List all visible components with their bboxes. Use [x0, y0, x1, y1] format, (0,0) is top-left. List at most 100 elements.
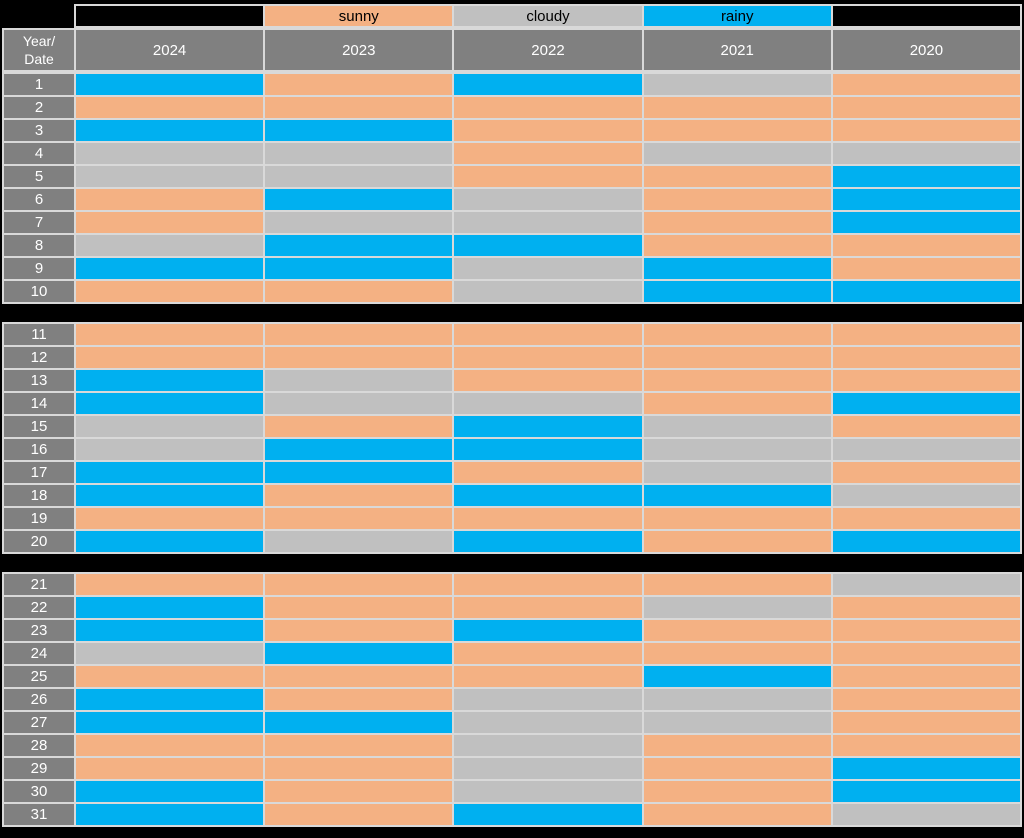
legend-cells: sunny cloudy rainy: [74, 4, 1022, 28]
rows-block-dates-11-20: 11 12 13 14 15 16 17 18 19 20: [2, 322, 1022, 554]
weather-cell-2020-5-rainy: [832, 166, 1020, 187]
weather-cell-2020-7-rainy: [832, 212, 1020, 233]
weather-cell-2020-9-sunny: [832, 258, 1020, 279]
weather-cell-2024-19-sunny: [76, 508, 264, 529]
legend-row: sunny cloudy rainy: [2, 4, 1022, 28]
weather-cell-2023-22-sunny: [265, 597, 453, 618]
weather-cell-2022-4-sunny: [454, 143, 642, 164]
weather-cell-2020-11-sunny: [832, 324, 1020, 345]
weather-cell-2023-6-rainy: [265, 189, 453, 210]
weather-cell-2023-8-rainy: [265, 235, 453, 256]
weather-cell-2020-22-sunny: [832, 597, 1020, 618]
weather-cell-2024-7-sunny: [76, 212, 264, 233]
weather-cell-2021-4-cloudy: [643, 143, 831, 164]
weather-cell-2022-6-cloudy: [454, 189, 642, 210]
weather-cell-2023-23-sunny: [265, 620, 453, 641]
weather-cell-2023-3-rainy: [265, 120, 453, 141]
weather-cell-2021-27-cloudy: [643, 712, 831, 733]
weather-cell-2022-5-sunny: [454, 166, 642, 187]
weather-cell-2021-11-sunny: [643, 324, 831, 345]
weather-cell-2023-9-rainy: [265, 258, 453, 279]
weather-cell-2021-3-sunny: [643, 120, 831, 141]
weather-cell-2022-31-rainy: [454, 804, 642, 825]
weather-cell-2024-10-sunny: [76, 281, 264, 302]
date-label-4: 4: [4, 143, 74, 164]
weather-cell-2023-28-sunny: [265, 735, 453, 756]
weather-cell-2020-14-rainy: [832, 393, 1020, 414]
weather-cell-2023-29-sunny: [265, 758, 453, 779]
weather-cell-2024-9-rainy: [76, 258, 264, 279]
weather-cell-2022-26-cloudy: [454, 689, 642, 710]
weather-cell-2022-10-cloudy: [454, 281, 642, 302]
weather-cell-2022-15-rainy: [454, 416, 642, 437]
weather-cell-2023-18-sunny: [265, 485, 453, 506]
legend-item-cloudy: cloudy: [454, 6, 642, 26]
weather-cell-2023-2-sunny: [265, 97, 453, 118]
weather-cell-2022-16-rainy: [454, 439, 642, 460]
legend-item-blank-right: [832, 6, 1020, 26]
weather-cell-2020-15-sunny: [832, 416, 1020, 437]
weather-cell-2020-29-rainy: [832, 758, 1020, 779]
date-label-23: 23: [4, 620, 74, 641]
weather-cell-2022-29-cloudy: [454, 758, 642, 779]
weather-cell-2021-16-cloudy: [643, 439, 831, 460]
date-label-14: 14: [4, 393, 74, 414]
weather-cell-2022-7-cloudy: [454, 212, 642, 233]
weather-cell-2023-16-rainy: [265, 439, 453, 460]
date-label-21: 21: [4, 574, 74, 595]
weather-cell-2020-8-sunny: [832, 235, 1020, 256]
weather-cell-2020-4-cloudy: [832, 143, 1020, 164]
weather-cell-2021-30-sunny: [643, 781, 831, 802]
weather-cell-2020-6-rainy: [832, 189, 1020, 210]
year-header-2024: 2024: [76, 30, 264, 70]
weather-cell-2023-5-cloudy: [265, 166, 453, 187]
year-header-2022: 2022: [454, 30, 642, 70]
date-label-27: 27: [4, 712, 74, 733]
weather-cell-2023-4-cloudy: [265, 143, 453, 164]
weather-cell-2022-21-sunny: [454, 574, 642, 595]
rows-block-dates-21-31: 21 22 23 24 25 26 27 28 29 30 31: [2, 572, 1022, 827]
weather-cell-2021-31-sunny: [643, 804, 831, 825]
weather-cell-2022-24-sunny: [454, 643, 642, 664]
weather-cell-2020-30-rainy: [832, 781, 1020, 802]
date-label-9: 9: [4, 258, 74, 279]
weather-cell-2021-26-cloudy: [643, 689, 831, 710]
weather-cell-2022-22-sunny: [454, 597, 642, 618]
weather-cell-2020-23-sunny: [832, 620, 1020, 641]
weather-cell-2020-13-sunny: [832, 370, 1020, 391]
weather-cell-2023-27-rainy: [265, 712, 453, 733]
weather-cell-2024-22-rainy: [76, 597, 264, 618]
weather-cell-2020-28-sunny: [832, 735, 1020, 756]
weather-cell-2024-17-rainy: [76, 462, 264, 483]
weather-cell-2024-1-rainy: [76, 74, 264, 95]
weather-cell-2022-12-sunny: [454, 347, 642, 368]
weather-cell-2021-14-sunny: [643, 393, 831, 414]
rows-block-dates-1-10: 1 2 3 4 5 6 7 8 9 10: [2, 72, 1022, 304]
weather-cell-2021-28-sunny: [643, 735, 831, 756]
date-label-12: 12: [4, 347, 74, 368]
weather-cell-2021-19-sunny: [643, 508, 831, 529]
weather-cell-2020-2-sunny: [832, 97, 1020, 118]
weather-cell-2020-24-sunny: [832, 643, 1020, 664]
weather-cell-2020-10-rainy: [832, 281, 1020, 302]
weather-cell-2024-24-cloudy: [76, 643, 264, 664]
legend-spacer: [2, 4, 74, 28]
date-label-16: 16: [4, 439, 74, 460]
weather-cell-2021-7-sunny: [643, 212, 831, 233]
weather-cell-2023-15-sunny: [265, 416, 453, 437]
weather-cell-2021-6-sunny: [643, 189, 831, 210]
weather-cell-2022-18-rainy: [454, 485, 642, 506]
weather-cell-2020-20-rainy: [832, 531, 1020, 552]
weather-cell-2020-21-cloudy: [832, 574, 1020, 595]
date-label-15: 15: [4, 416, 74, 437]
weather-cell-2021-29-sunny: [643, 758, 831, 779]
weather-cell-2022-11-sunny: [454, 324, 642, 345]
date-label-18: 18: [4, 485, 74, 506]
year-header-2020: 2020: [832, 30, 1020, 70]
weather-cell-2022-27-cloudy: [454, 712, 642, 733]
date-label-19: 19: [4, 508, 74, 529]
legend-item-blank-left: [76, 6, 264, 26]
weather-cell-2021-17-cloudy: [643, 462, 831, 483]
weather-cell-2020-25-sunny: [832, 666, 1020, 687]
